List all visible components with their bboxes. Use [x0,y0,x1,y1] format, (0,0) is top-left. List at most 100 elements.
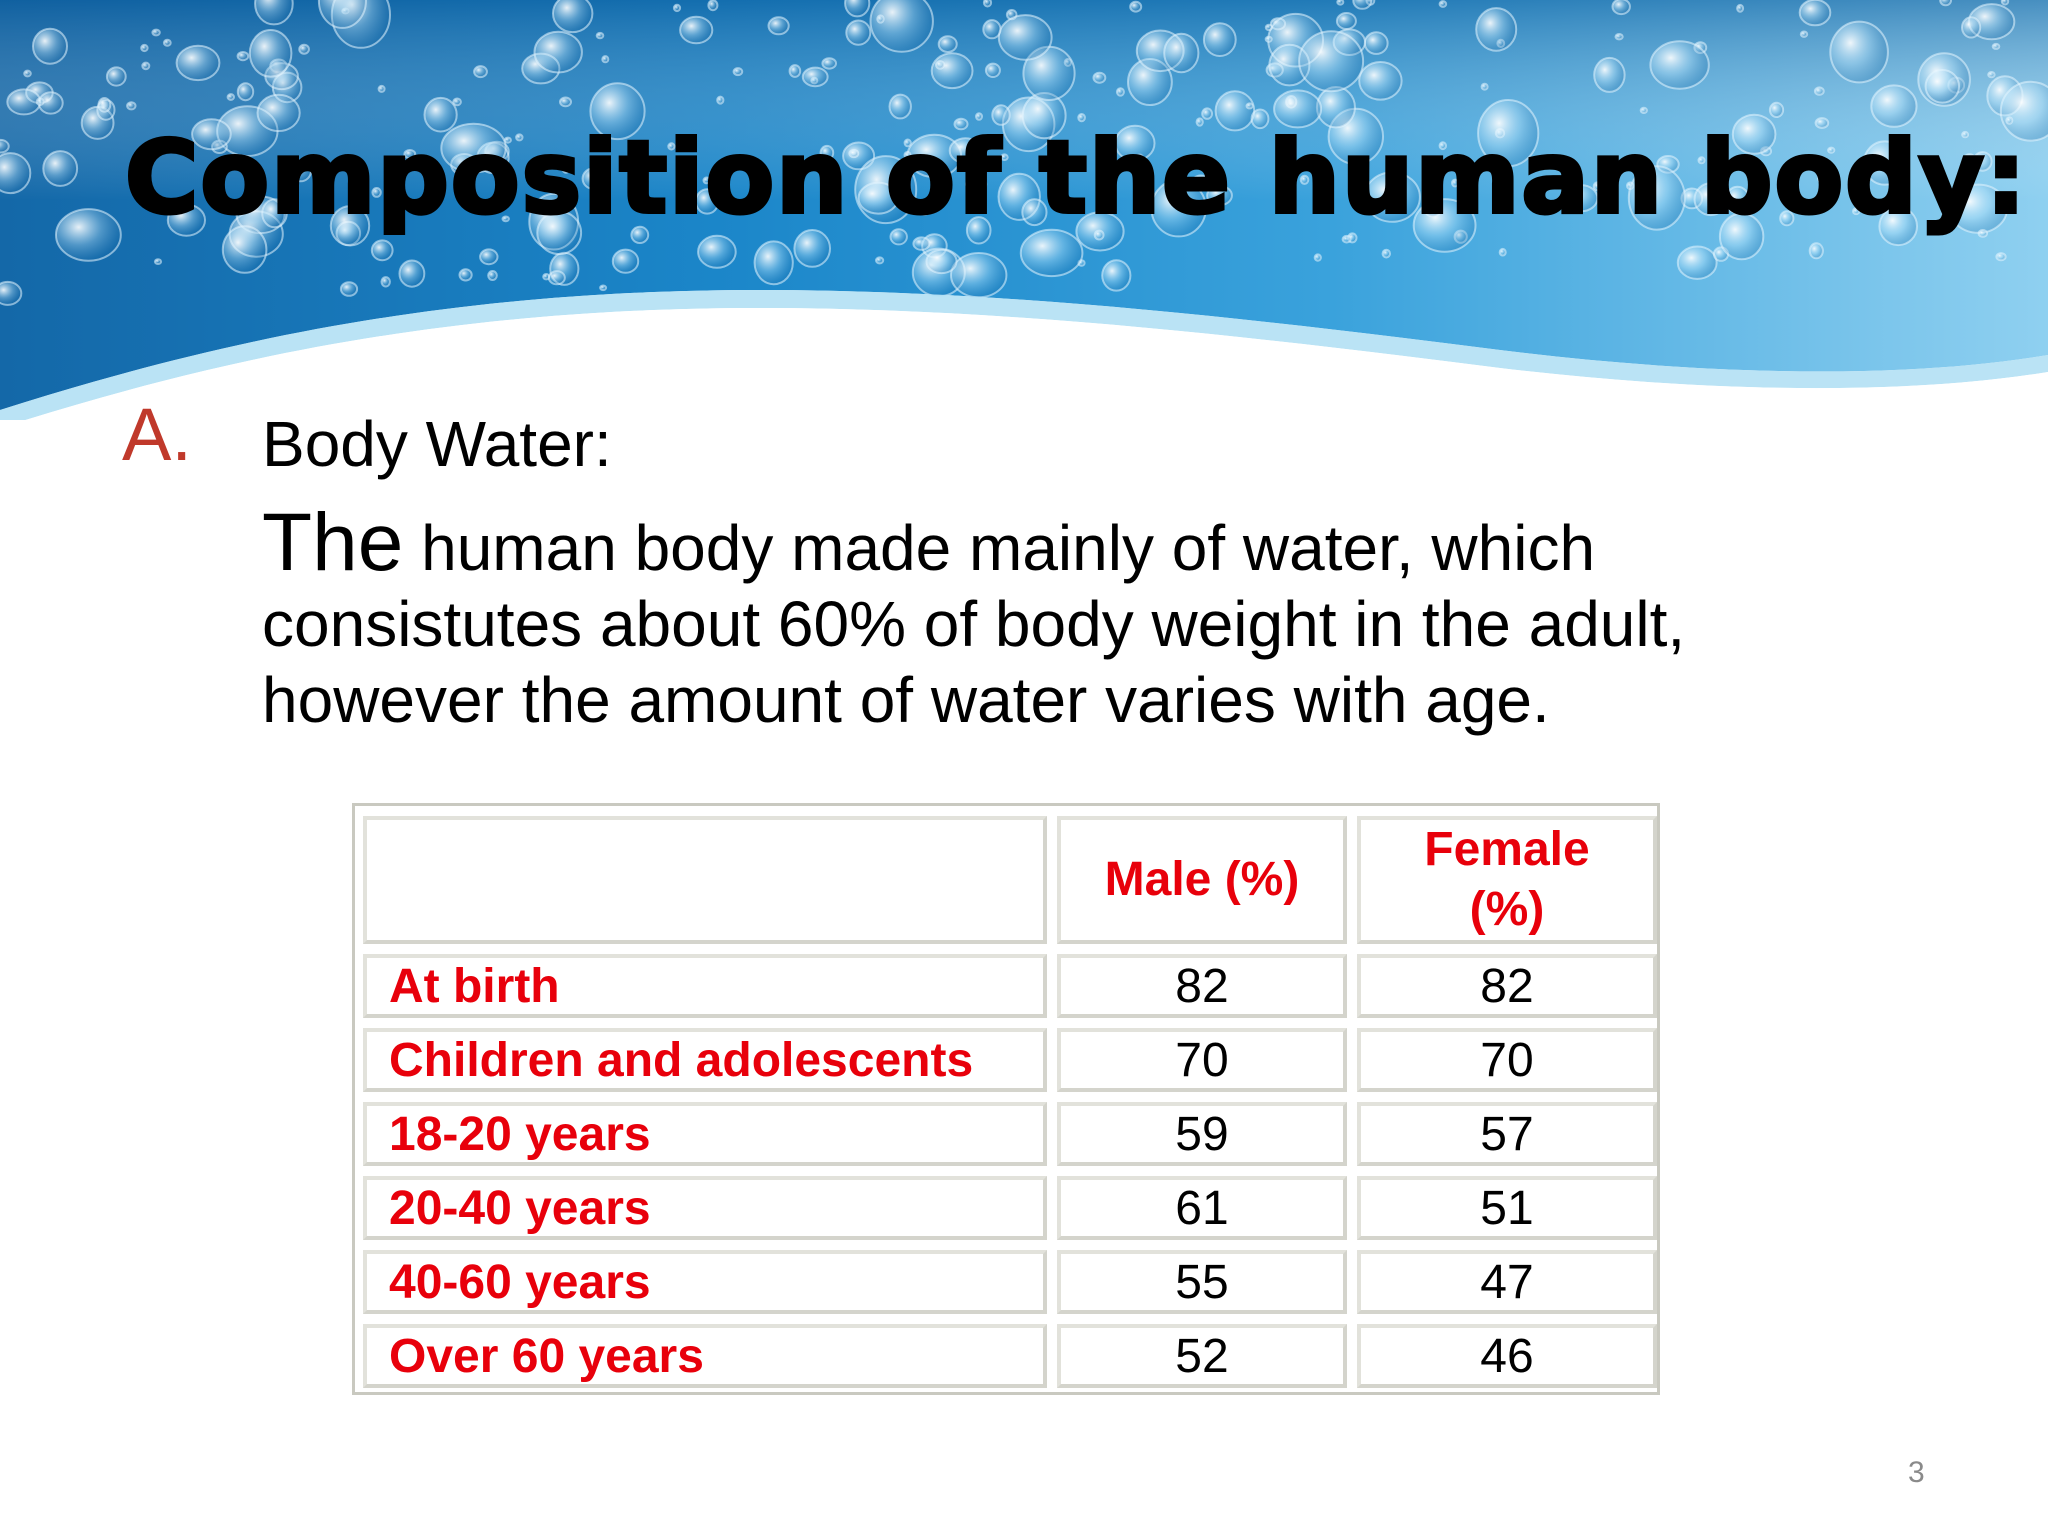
bubble [1335,12,1357,30]
bubble [236,51,250,62]
bubble [377,84,386,93]
bubble [35,97,45,106]
header-female-text: Female (%) [1424,823,1590,936]
bubble [1924,69,1961,104]
bubble [753,240,794,286]
bubble [1862,140,1907,186]
bubble [601,55,610,64]
bubble [1814,117,1830,129]
female-value: 46 [1357,1324,1657,1388]
bubble [595,31,605,40]
bubble [912,236,931,251]
bubble [1021,198,1048,227]
bubble [965,175,988,194]
bubble [1799,30,1809,38]
bubble [559,96,572,108]
bubble [1817,170,1832,186]
bubble [869,0,934,53]
bubble [1298,30,1365,93]
bubble [1352,0,1373,10]
bubble [857,181,899,215]
bubble [1477,99,1540,168]
bubble [1827,146,1836,154]
bubble [1358,61,1403,101]
bubble [221,225,268,274]
bubble [1093,229,1105,241]
bubble [1313,253,1322,262]
bubble [1363,171,1421,223]
bubble [1870,84,1918,128]
bubble [0,152,32,195]
bubble [630,225,650,244]
bubble [329,205,371,247]
bubble [1250,108,1270,130]
bubble [1498,247,1507,257]
bubble [1939,0,1952,7]
bubble [1115,87,1125,97]
bubble [515,133,524,142]
bubble [1092,71,1107,84]
bubble [105,66,127,87]
bubble [1273,89,1323,129]
bubble [6,88,42,116]
male-value: 70 [1057,1028,1347,1092]
bubble [702,176,711,185]
bubble [339,281,359,297]
bubble [1000,153,1009,161]
bubble [1649,40,1710,90]
table-row: 20-40 years 61 51 [363,1176,1657,1240]
bubble [903,138,912,148]
bubble [1195,117,1204,127]
section-heading: Body Water: [262,408,612,480]
bubble [140,43,149,53]
bubble [844,0,871,18]
bubble [1438,141,1448,151]
bubble [1991,42,2001,50]
bubble [679,15,714,45]
bubble [403,149,417,160]
bubble [767,16,790,36]
table-row: Children and adolescents 70 70 [363,1028,1657,1092]
bubble [547,270,566,286]
bubble [876,14,885,24]
bubble [1129,0,1143,13]
bubble [611,248,640,274]
bubble [1593,56,1626,93]
bubble [42,150,79,187]
bubble [1150,179,1207,238]
bubble [1799,156,1809,166]
table-row: 18-20 years 59 57 [363,1102,1657,1166]
bubble [1562,168,1583,189]
body-paragraph: The human body made mainly of water, whi… [262,502,1862,738]
bubble [1480,82,1489,91]
bubble [298,43,310,55]
bubble [1736,3,1745,13]
bubble [1961,16,1982,39]
bubble [1592,181,1603,192]
bubble [975,112,983,121]
bubble [1363,31,1389,55]
bubble [1693,182,1728,217]
list-marker: A. [122,393,192,476]
water-bubbles-image [0,0,2048,420]
page-number: 3 [1908,1456,1925,1489]
bubble [848,148,860,159]
bubble [533,30,583,74]
slide-title: Composition of the human body: [123,119,2028,236]
bubble [672,3,682,13]
bubble [1114,124,1156,162]
bubble [191,118,232,151]
male-value: 82 [1057,954,1347,1018]
bubble [1639,106,1648,115]
bubble [1768,101,1785,119]
bubble [875,256,885,265]
row-label: At birth [363,954,1047,1018]
bubble [903,150,912,160]
bubble [937,35,958,53]
table-row: 40-60 years 55 47 [363,1250,1657,1314]
bubble [380,276,391,288]
bubble [1798,0,1832,27]
bubble [934,60,946,70]
bubble [716,95,725,105]
header-cell-male: Male (%) [1057,816,1347,944]
